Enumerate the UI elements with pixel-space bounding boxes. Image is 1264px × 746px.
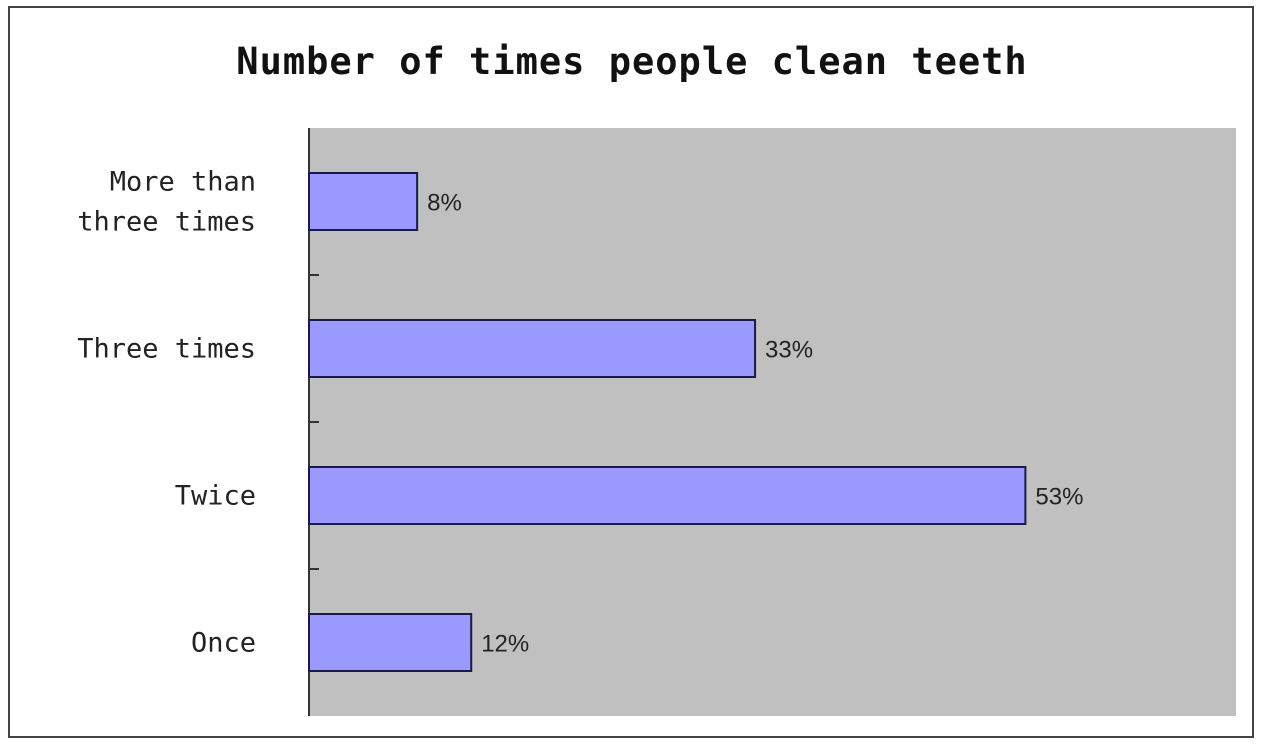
chart-title: Number of times people clean teeth xyxy=(236,40,1028,83)
category-label: Twice xyxy=(175,481,256,512)
category-label: More than three times xyxy=(77,167,256,238)
bar-value-label: 8% xyxy=(427,190,462,217)
bar xyxy=(308,466,1027,525)
bar xyxy=(308,172,419,231)
bar-value-label: 53% xyxy=(1035,484,1083,511)
category-labels-group: More than three times Three times Twice Once xyxy=(77,167,256,659)
bar xyxy=(308,319,757,378)
category-label: Three times xyxy=(77,334,256,365)
y-axis-ticks xyxy=(309,274,319,570)
value-labels-group: 8% 33% 53% 12% xyxy=(427,190,1083,658)
bar-value-label: 33% xyxy=(765,337,813,364)
bar xyxy=(308,613,473,672)
bar-value-label: 12% xyxy=(481,631,529,658)
bars-group xyxy=(308,172,1027,672)
category-label: Once xyxy=(191,628,256,659)
